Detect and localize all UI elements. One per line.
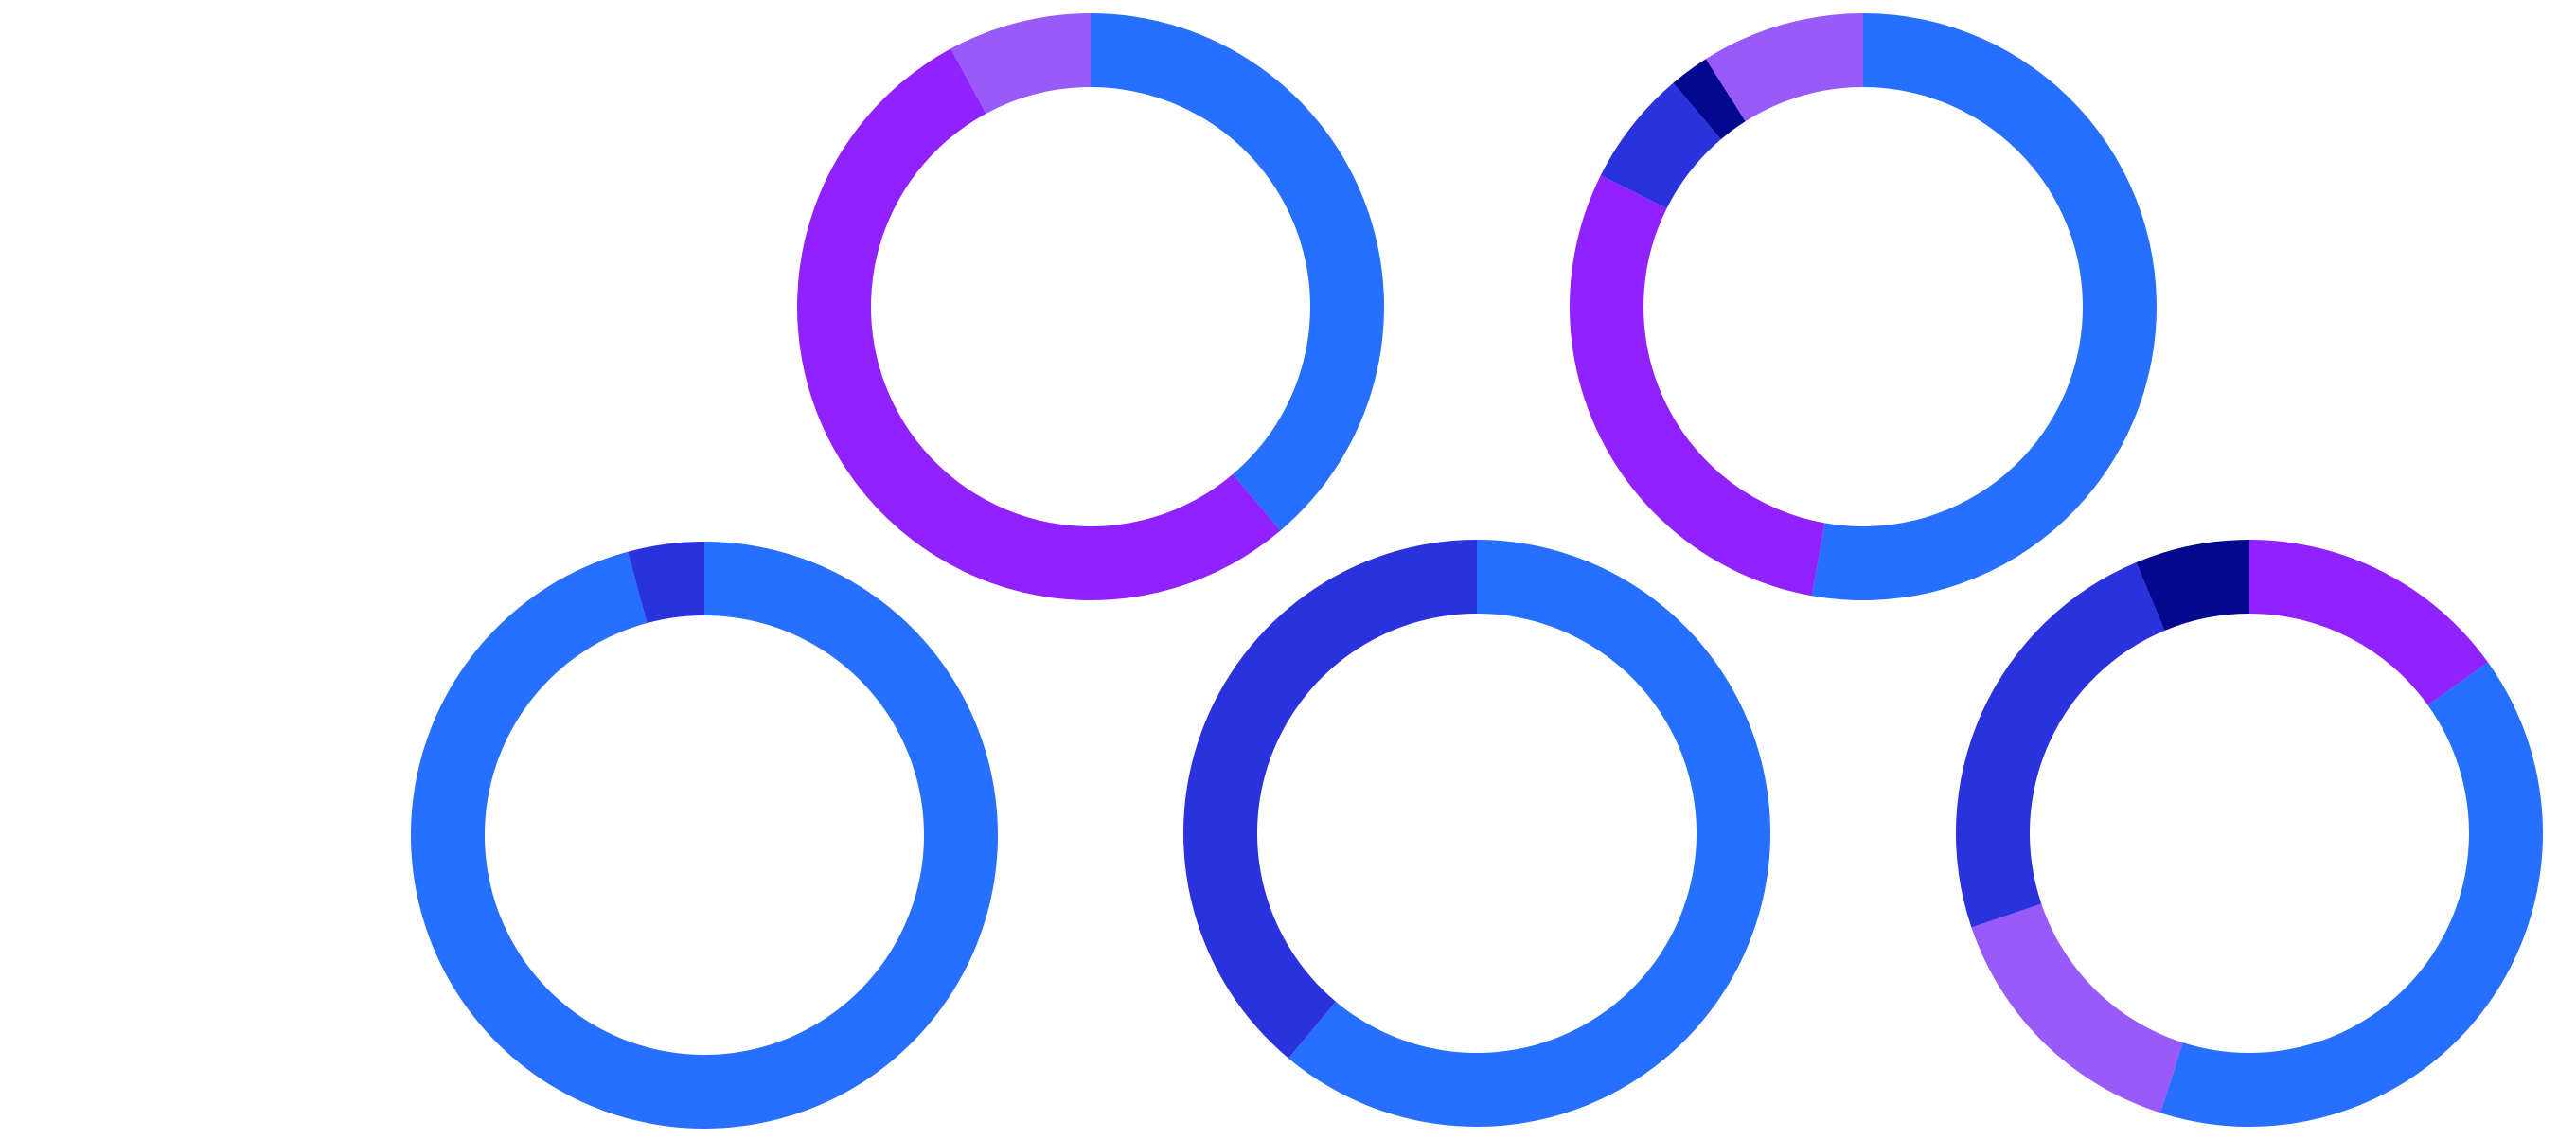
donut-chart-bottom-right (1956, 540, 2544, 1128)
donut-slice-navy (2136, 540, 2249, 631)
donut-slice-blue (2160, 662, 2544, 1128)
donut-slice-blue (410, 542, 998, 1129)
donut-chart-bottom-center (1183, 540, 1771, 1128)
donut-slice-lavender (1705, 13, 1863, 122)
donut-slice-blue (1288, 540, 1771, 1128)
donut-slice-indigo (1600, 82, 1721, 208)
donut-chart-top-right (1570, 13, 2157, 600)
donut-slice-navy (1673, 59, 1746, 140)
donut-slice-indigo (628, 542, 704, 624)
donut-slice-purple (796, 48, 1281, 601)
donut-slice-blue (1811, 13, 2157, 600)
donut-slice-purple (1570, 175, 1825, 597)
donut-slice-indigo (1956, 561, 2165, 928)
donut-chart-top-center (796, 12, 1384, 601)
donut-slice-lavender (950, 12, 1091, 114)
donut-chart-bottom-left (410, 542, 998, 1129)
donut-slice-lavender (1971, 903, 2183, 1113)
donut-slice-purple (2249, 540, 2488, 705)
donut-slice-blue (1091, 13, 1384, 531)
donut-slice-indigo (1183, 540, 1477, 1059)
